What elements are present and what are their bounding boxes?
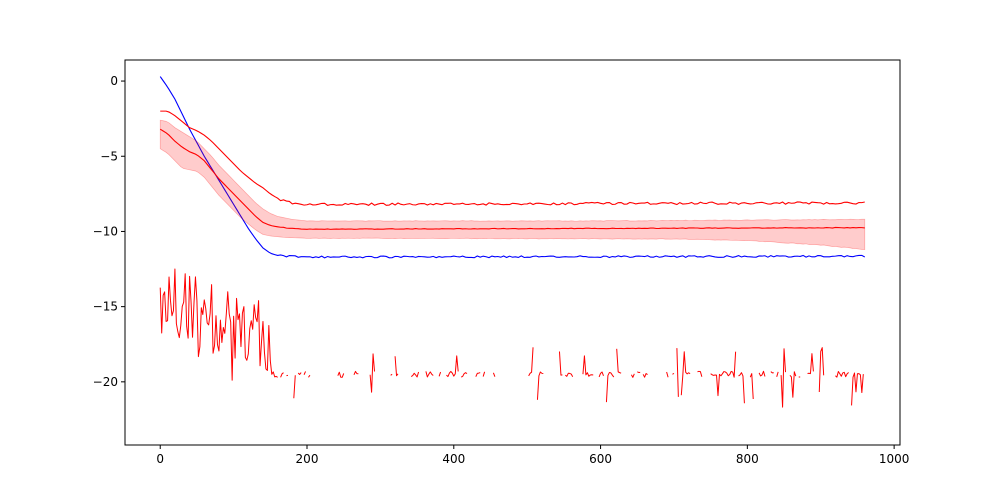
x-tick-label-600: 600 <box>589 452 612 466</box>
x-tick-label-1000: 1000 <box>879 452 910 466</box>
plot-layer <box>159 76 866 408</box>
y-tick-label-minus-10: −10 <box>93 224 118 238</box>
x-tick-label-0: 0 <box>156 452 164 466</box>
y-tick-label-minus-15: −15 <box>93 300 118 314</box>
y-tick-label-0: 0 <box>110 74 118 88</box>
x-tick-label-800: 800 <box>736 452 759 466</box>
y-tick-label-minus-5: −5 <box>100 149 118 163</box>
noisy-series-red <box>159 268 864 408</box>
x-tick-label-200: 200 <box>296 452 319 466</box>
tick-layer: 0 200 400 600 800 1000 0 −5 −10 −15 −20 <box>93 74 910 466</box>
mean-line-red <box>159 128 865 230</box>
line-series-blue <box>159 76 866 259</box>
axes-frame <box>124 59 901 446</box>
confidence-band <box>159 119 866 251</box>
x-tick-label-400: 400 <box>442 452 465 466</box>
y-tick-label-minus-20: −20 <box>93 375 118 389</box>
line-series-red-upper <box>160 110 865 206</box>
plot-series-group <box>159 76 866 408</box>
